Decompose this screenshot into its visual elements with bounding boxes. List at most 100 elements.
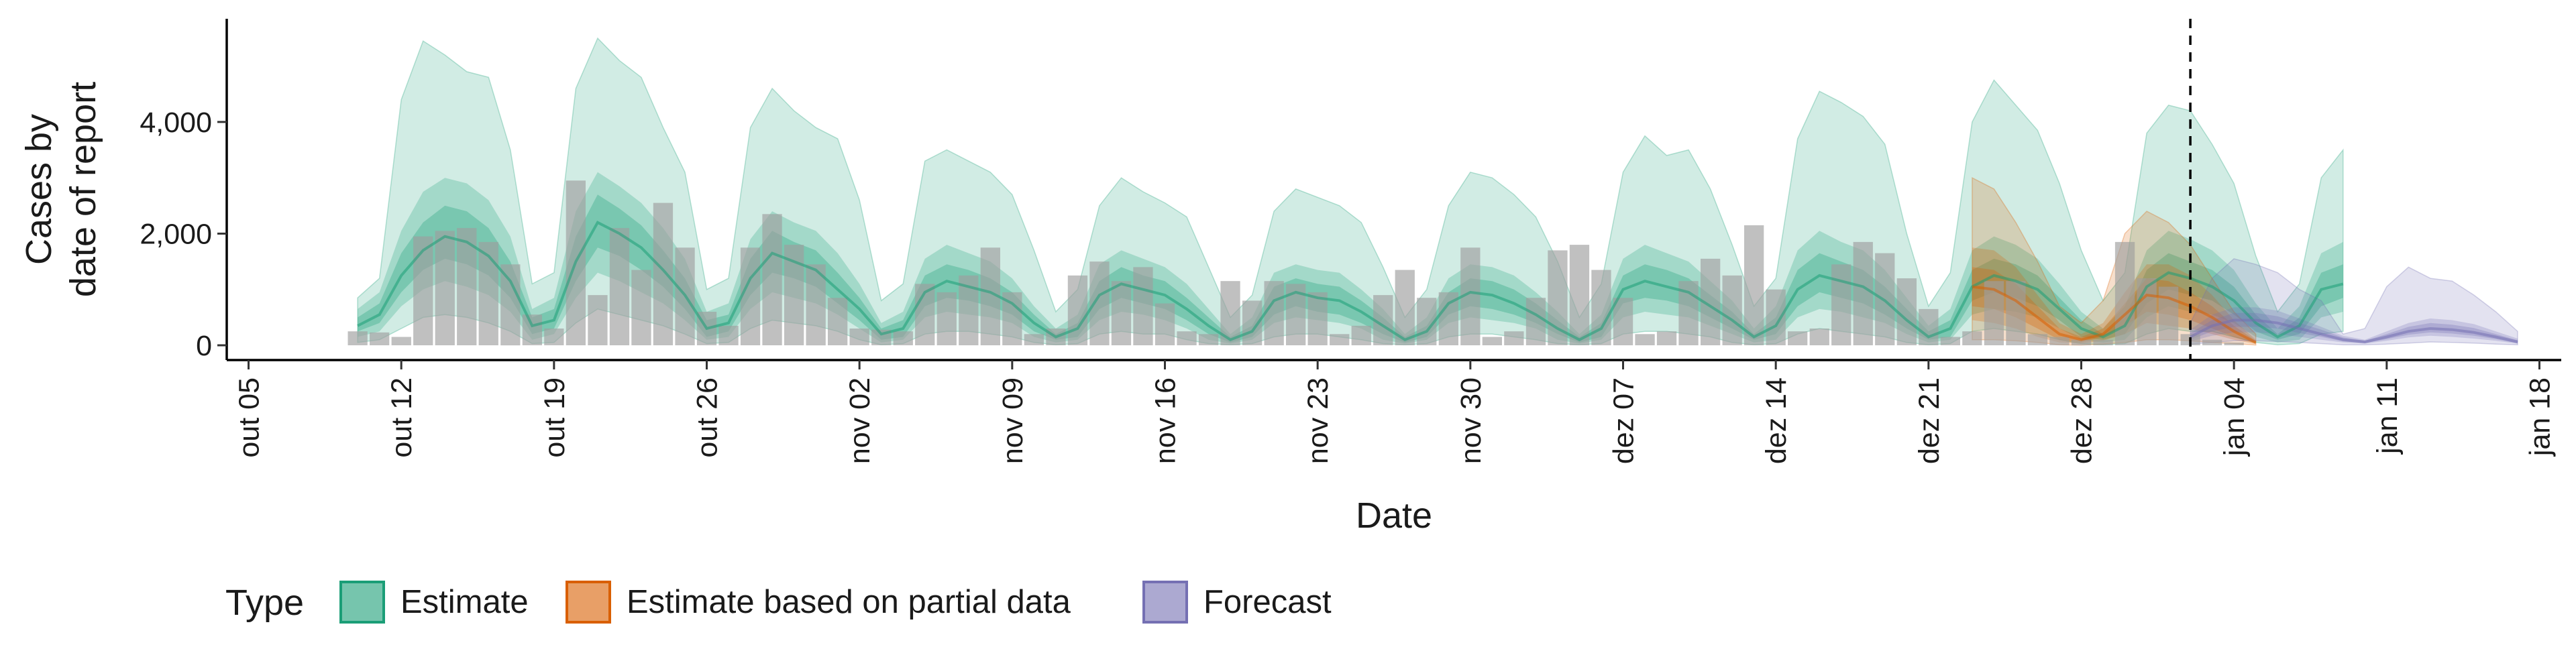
series-1-inner-band bbox=[1972, 267, 2256, 344]
reported-cases-bar bbox=[849, 329, 869, 345]
reported-cases-bar bbox=[1307, 292, 1328, 345]
legend-label: Forecast bbox=[1203, 584, 1332, 620]
reported-cases-bar bbox=[347, 331, 368, 345]
reported-cases-bar bbox=[1111, 281, 1132, 345]
reported-cases-bar bbox=[740, 247, 761, 345]
reported-cases-bar bbox=[1809, 329, 1829, 345]
reported-cases-bar bbox=[1788, 331, 1808, 345]
reported-cases-bar bbox=[1330, 334, 1350, 345]
legend-swatch bbox=[339, 581, 385, 624]
reported-cases-bar bbox=[413, 236, 433, 345]
reported-cases-bar bbox=[936, 292, 957, 345]
reported-cases-bar bbox=[1133, 267, 1153, 345]
legend-swatch bbox=[1142, 581, 1188, 624]
x-tick-label: out 05 bbox=[233, 377, 266, 458]
reported-cases-bar bbox=[762, 214, 782, 345]
legend: Type Estimate Estimate based on partial da… bbox=[225, 581, 1332, 624]
reported-cases-bar bbox=[435, 231, 455, 345]
reported-cases-bar bbox=[893, 331, 913, 345]
reported-cases-bar bbox=[1264, 281, 1284, 345]
median-line-layer bbox=[357, 221, 2518, 344]
reported-cases-bar bbox=[1351, 325, 1371, 345]
series-2-inner-band bbox=[2190, 312, 2518, 343]
reported-cases-bar bbox=[1024, 334, 1044, 345]
y-tick-label: 0 bbox=[196, 330, 212, 362]
reported-cases-bar bbox=[2071, 339, 2092, 345]
reported-cases-bar bbox=[1962, 331, 1982, 345]
x-axis-title: Date bbox=[1356, 495, 1432, 536]
x-tick-label: nov 02 bbox=[844, 377, 876, 464]
x-tick-label: nov 09 bbox=[997, 377, 1029, 464]
x-tick-label: out 12 bbox=[386, 377, 418, 458]
reported-cases-bar bbox=[1853, 241, 1873, 345]
y-axis-title-line: date of report bbox=[63, 82, 103, 297]
reported-cases-bar bbox=[806, 264, 826, 346]
reported-cases-bar bbox=[1177, 331, 1197, 345]
reported-cases-bar bbox=[2006, 281, 2026, 345]
legend-title: Type bbox=[225, 583, 304, 623]
series-0-median-line bbox=[357, 221, 2344, 341]
y-axis-title-line: Cases by bbox=[19, 114, 59, 265]
reported-cases-bar bbox=[478, 241, 498, 345]
series-2-median-line bbox=[2190, 318, 2518, 344]
reported-cases-bar bbox=[1744, 225, 1764, 345]
x-tick-label: nov 23 bbox=[1302, 377, 1334, 464]
x-tick-label: dez 07 bbox=[1608, 377, 1640, 464]
y-axis-title: Cases by date of report bbox=[19, 82, 103, 297]
series-1-median-line bbox=[1972, 285, 2257, 344]
reported-cases-bar bbox=[544, 329, 564, 345]
reported-cases-bar bbox=[1766, 289, 1786, 345]
reported-cases-bar bbox=[2093, 339, 2113, 345]
reported-cases-bar bbox=[1525, 298, 1546, 345]
x-tick-label: out 19 bbox=[539, 377, 571, 458]
reported-cases-bar bbox=[653, 202, 674, 345]
x-tick-label: jan 11 bbox=[2371, 377, 2404, 455]
x-tick-label: jan 18 bbox=[2524, 377, 2557, 457]
reported-cases-bar bbox=[2027, 334, 2048, 345]
reported-cases-bar bbox=[1919, 308, 1939, 345]
reported-cases-bar bbox=[1635, 334, 1655, 345]
x-tick-label: dez 21 bbox=[1913, 377, 1945, 464]
reported-cases-bar bbox=[500, 264, 521, 346]
reported-cases-bar bbox=[370, 332, 390, 345]
legend-label: Estimate bbox=[400, 584, 529, 620]
x-tick-label: jan 04 bbox=[2218, 377, 2251, 457]
legend-label: Estimate based on partial data bbox=[627, 584, 1071, 620]
reported-cases-bar bbox=[1831, 264, 1851, 346]
axes-layer: 0 2,000 4,000 out 05 out 12 out 19 out 26 nov 0… bbox=[19, 19, 2561, 536]
reported-cases-bar bbox=[2224, 342, 2244, 345]
reported-cases-bar bbox=[1722, 275, 1742, 345]
reported-cases-bar bbox=[828, 298, 848, 345]
reported-cases-bar bbox=[1656, 331, 1677, 345]
y-tick-label: 2,000 bbox=[140, 218, 212, 250]
reported-cases-bar bbox=[1155, 303, 1175, 345]
reported-cases-bar bbox=[1504, 331, 1524, 345]
reported-cases-bar bbox=[522, 314, 542, 345]
reported-cases-bar bbox=[1569, 245, 1590, 345]
series-2-mid-band bbox=[2190, 307, 2518, 344]
reported-cases-bar bbox=[391, 337, 411, 345]
reported-cases-bar bbox=[1482, 337, 1502, 345]
reported-cases-bar bbox=[1591, 270, 1611, 345]
reported-cases-bar bbox=[588, 295, 608, 345]
reported-cases-bar bbox=[1198, 334, 1219, 345]
reported-cases-bar bbox=[2158, 286, 2179, 345]
x-tick-label: dez 14 bbox=[1760, 377, 1792, 464]
reported-cases-bar bbox=[718, 325, 739, 345]
reported-cases-bar bbox=[2049, 337, 2070, 345]
x-tick-label: nov 30 bbox=[1455, 377, 1487, 464]
reported-cases-bar bbox=[1896, 278, 1917, 345]
reported-cases-bar bbox=[631, 270, 651, 345]
reported-cases-bar bbox=[1395, 270, 1415, 345]
x-tick-label: dez 28 bbox=[2066, 377, 2098, 464]
x-tick-label: out 26 bbox=[692, 377, 724, 458]
x-tick-label: nov 16 bbox=[1150, 377, 1182, 464]
reported-cases-bar bbox=[2202, 339, 2222, 345]
y-tick-label: 4,000 bbox=[140, 107, 212, 139]
reported-cases-bar bbox=[1940, 337, 1960, 345]
reported-cases-bar bbox=[609, 228, 630, 345]
reported-cases-bar bbox=[1613, 298, 1633, 345]
reported-cases-bar bbox=[1067, 275, 1088, 345]
